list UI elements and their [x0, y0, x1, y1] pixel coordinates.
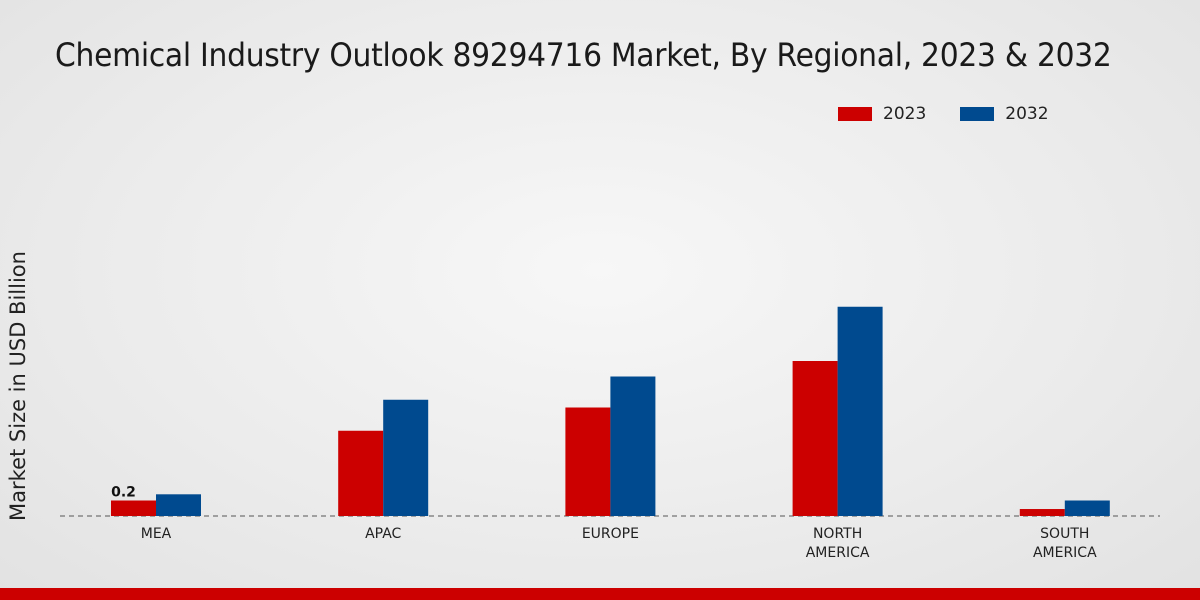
legend-item-2032: 2032: [960, 104, 1049, 124]
bar-2032-north-america: [837, 306, 883, 516]
x-tick-label-south-america: SOUTH AMERICA: [1033, 526, 1097, 561]
bar-2032-south-america: [1064, 500, 1110, 516]
bar-2032-mea: [156, 494, 201, 516]
x-tick-label-mea: MEA: [141, 526, 172, 542]
legend: 2023 2032: [838, 104, 1083, 124]
bar-2023-south-america: [1019, 509, 1065, 516]
legend-label-2023: 2023: [883, 104, 927, 124]
legend-label-2032: 2032: [1005, 104, 1049, 124]
x-tick-label-europe: EUROPE: [582, 526, 639, 542]
footer-accent-bar: [0, 588, 1200, 600]
legend-swatch-2032: [960, 107, 995, 121]
legend-item-2023: 2023: [838, 104, 926, 124]
bar-2023-apac: [338, 430, 384, 516]
x-tick-label-apac: APAC: [365, 526, 401, 542]
bar-2032-europe: [610, 376, 656, 516]
legend-swatch-2023: [838, 107, 872, 121]
bar-2023-mea: [111, 500, 156, 516]
x-tick-label-north-america: NORTH AMERICA: [806, 526, 870, 561]
bar-2023-north-america: [792, 361, 838, 516]
bar-2023-europe: [565, 407, 611, 516]
data-label-2023-0: 0.2: [111, 485, 136, 501]
bar-2032-apac: [383, 399, 429, 516]
chart-title: Chemical Industry Outlook 89294716 Marke…: [55, 36, 1112, 74]
